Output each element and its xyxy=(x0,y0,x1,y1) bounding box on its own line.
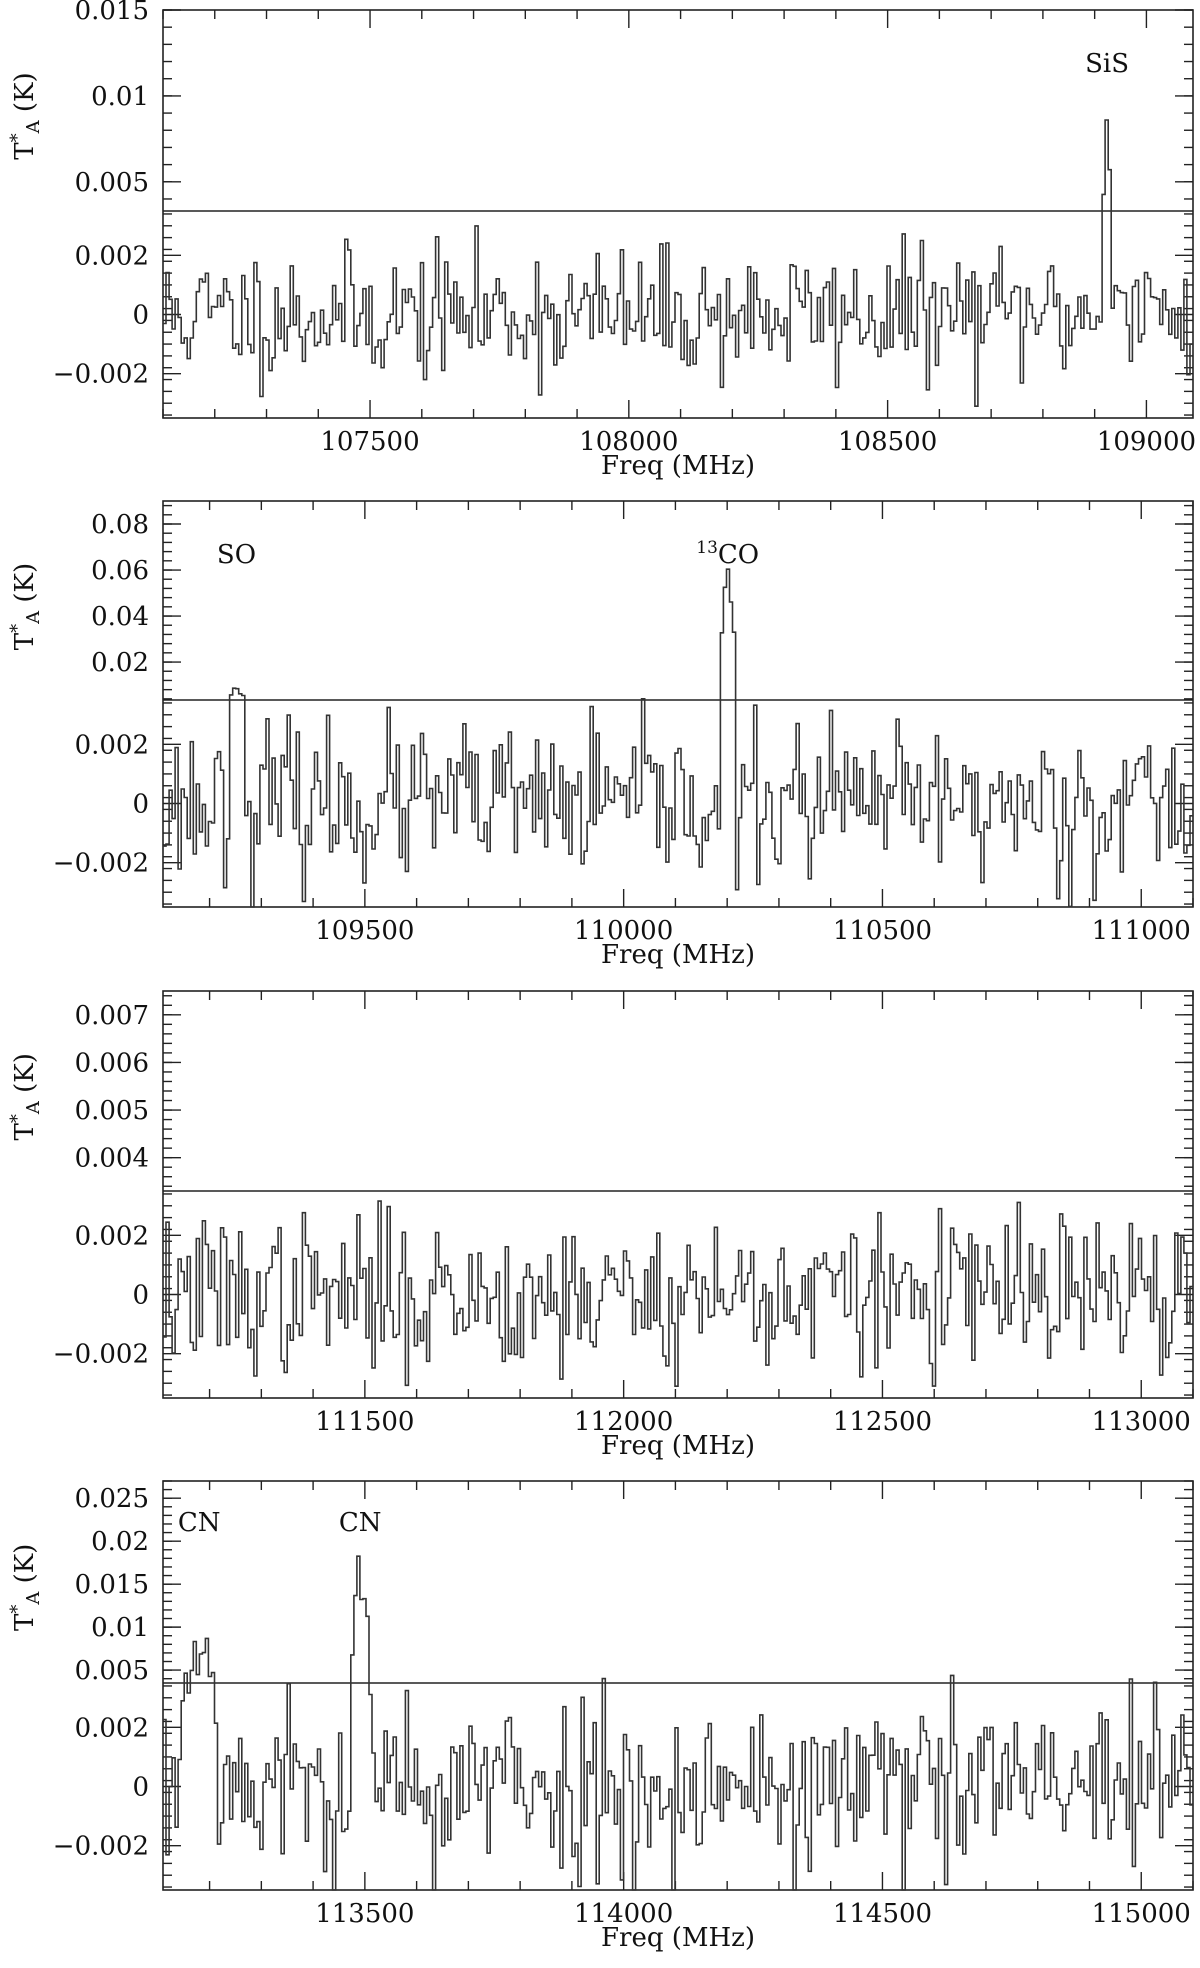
spectrum-panel-2: 0.02 0.04 0.06 0.08 −0.002 0 0.002 109500 110000… xyxy=(7,500,1194,970)
y-tick-label: 0 xyxy=(132,1281,149,1311)
x-tick-label: 113500 xyxy=(315,1899,414,1929)
x-tick-label: 114500 xyxy=(833,1899,932,1929)
x-axis-label: Freq (MHz) xyxy=(601,940,755,970)
line-label-sis: SiS xyxy=(1085,49,1129,79)
line-label-co: 13CO xyxy=(696,538,759,570)
plot-frame xyxy=(162,9,1194,419)
x-tick-label: 108500 xyxy=(838,427,937,457)
y-tick-label: 0.004 xyxy=(75,1144,149,1174)
y-tick-label: 0.015 xyxy=(75,0,149,26)
y-tick-label: 0.08 xyxy=(91,510,149,540)
y-tick-label: −0.002 xyxy=(53,1340,149,1370)
x-axis-label: Freq (MHz) xyxy=(601,1431,755,1461)
spectrum-trace xyxy=(163,568,1193,908)
y-tick-label: 0 xyxy=(132,790,149,820)
x-tick-label: 110500 xyxy=(833,916,932,946)
y-tick-label: 0 xyxy=(132,301,149,331)
x-tick-label: 115000 xyxy=(1092,1899,1191,1929)
y-axis-label: T*A (K) xyxy=(7,1053,44,1140)
spectrum-panel-1: 0.005 0.01 0.015 −0.002 0 0.002 107500 108000 10… xyxy=(7,0,1196,481)
y-tick-label: 0.007 xyxy=(75,1001,149,1031)
x-axis-label: Freq (MHz) xyxy=(601,1923,755,1953)
y-tick-label: 0.015 xyxy=(75,1570,149,1600)
y-tick-label: −0.002 xyxy=(53,360,149,390)
x-tick-label: 109000 xyxy=(1097,427,1196,457)
y-tick-label: 0.01 xyxy=(91,82,149,112)
spectrum-trace xyxy=(163,119,1193,407)
y-tick-label: −0.002 xyxy=(53,849,149,879)
y-tick-label: 0.025 xyxy=(75,1484,149,1514)
y-axis-label: T*A (K) xyxy=(7,563,44,650)
y-tick-label: 0.005 xyxy=(75,168,149,198)
x-tick-label: 111000 xyxy=(1092,916,1191,946)
y-tick-label: 0.002 xyxy=(75,730,149,760)
plot-frame xyxy=(162,500,1194,908)
x-tick-label: 107500 xyxy=(320,427,419,457)
y-tick-label: 0.002 xyxy=(75,1713,149,1743)
spectrum-panel-3: 0.004 0.005 0.006 0.007 −0.002 0 0.002 111500 11… xyxy=(7,990,1194,1461)
y-tick-label: −0.002 xyxy=(53,1832,149,1862)
spectrum-trace xyxy=(163,1555,1193,1891)
y-tick-label: 0.002 xyxy=(75,241,149,271)
y-tick-label: 0.01 xyxy=(91,1613,149,1643)
x-tick-label: 113000 xyxy=(1092,1407,1191,1437)
spectrum-trace xyxy=(163,1200,1193,1387)
y-tick-label: 0.002 xyxy=(75,1221,149,1251)
x-tick-label: 114000 xyxy=(574,1899,673,1929)
y-tick-label: 0.06 xyxy=(91,556,149,586)
y-axis-label: T*A (K) xyxy=(7,72,44,159)
y-tick-label: 0.04 xyxy=(91,602,149,632)
spectrum-panel-4: 0.005 0.01 0.015 0.02 0.025 −0.002 0 0.002 11350… xyxy=(7,1480,1194,1953)
x-tick-label: 112500 xyxy=(833,1407,932,1437)
x-tick-label: 109500 xyxy=(315,916,414,946)
y-tick-label: 0 xyxy=(132,1773,149,1803)
y-tick-label: 0.02 xyxy=(91,648,149,678)
x-tick-label: 110000 xyxy=(574,916,673,946)
plot-frame xyxy=(162,1480,1194,1891)
x-tick-label: 111500 xyxy=(315,1407,414,1437)
x-axis-label: Freq (MHz) xyxy=(601,451,755,481)
y-tick-label: 0.02 xyxy=(91,1527,149,1557)
line-label-so: SO xyxy=(217,540,256,570)
x-tick-label: 108000 xyxy=(579,427,678,457)
y-tick-label: 0.005 xyxy=(75,1656,149,1686)
line-label-cn: CN xyxy=(178,1508,221,1538)
y-axis-label: T*A (K) xyxy=(7,1544,44,1631)
line-label-cn: CN xyxy=(339,1508,382,1538)
x-tick-label: 112000 xyxy=(574,1407,673,1437)
y-tick-label: 0.006 xyxy=(75,1048,149,1078)
y-tick-label: 0.005 xyxy=(75,1096,149,1126)
